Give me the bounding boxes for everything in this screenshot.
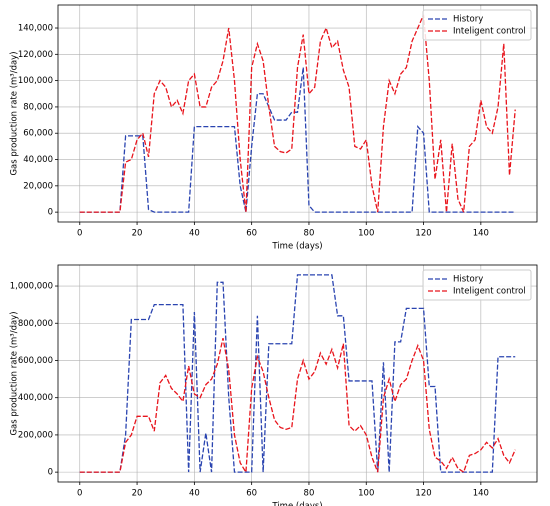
y-tick-label: 140,000: [18, 24, 53, 34]
legend-label: History: [453, 15, 483, 25]
y-tick-label: 1,000,000: [10, 282, 53, 292]
x-tick-label: 100: [358, 489, 374, 499]
legend: History Inteligent control: [422, 269, 532, 301]
x-tick-label: 140: [473, 489, 489, 499]
y-axis-label: Gas production rate (m³/day): [10, 311, 20, 435]
plot-frame: [57, 4, 538, 223]
series-line: [79, 274, 516, 473]
legend-label: Inteligent control: [453, 27, 526, 37]
series-line: [79, 67, 516, 213]
x-tick-label: 60: [246, 229, 257, 239]
legend-label: Inteligent control: [453, 287, 526, 297]
legend-box: [422, 269, 532, 301]
y-tick-label: 200,000: [18, 430, 53, 440]
x-tick-label: 40: [189, 229, 200, 239]
series-line: [79, 338, 516, 475]
x-tick-label: 20: [132, 229, 143, 239]
y-tick-label: 800,000: [18, 319, 53, 329]
y-tick-label: 120,000: [18, 50, 53, 60]
legend: History Inteligent control: [422, 9, 532, 41]
x-tick-label: 40: [189, 489, 200, 499]
y-tick-label: 400,000: [18, 393, 53, 403]
x-tick-label: 80: [304, 229, 315, 239]
y-tick-label: 80,000: [23, 102, 53, 112]
plot-frame: [57, 264, 538, 483]
x-tick-label: 0: [77, 229, 82, 239]
x-tick-label: 120: [415, 229, 431, 239]
y-tick-label: 0: [48, 468, 53, 478]
legend-label: History: [453, 275, 483, 285]
y-tick-label: 60,000: [23, 129, 53, 139]
x-axis-label: Time (days): [271, 242, 322, 252]
x-axis-label: Time (days): [271, 502, 322, 506]
legend-box: [422, 9, 532, 41]
y-axis-label: Gas production rate (m³/day): [10, 51, 20, 175]
x-tick-label: 60: [246, 489, 257, 499]
x-tick-label: 0: [77, 489, 82, 499]
x-tick-label: 140: [473, 229, 489, 239]
x-tick-label: 20: [132, 489, 143, 499]
y-tick-label: 600,000: [18, 356, 53, 366]
y-tick-label: 0: [48, 208, 53, 218]
y-tick-label: 100,000: [18, 76, 53, 86]
x-tick-label: 120: [415, 489, 431, 499]
y-tick-label: 40,000: [23, 155, 53, 165]
series-line: [79, 14, 516, 213]
x-tick-label: 100: [358, 229, 374, 239]
y-tick-label: 20,000: [23, 181, 53, 191]
x-tick-label: 80: [304, 489, 315, 499]
